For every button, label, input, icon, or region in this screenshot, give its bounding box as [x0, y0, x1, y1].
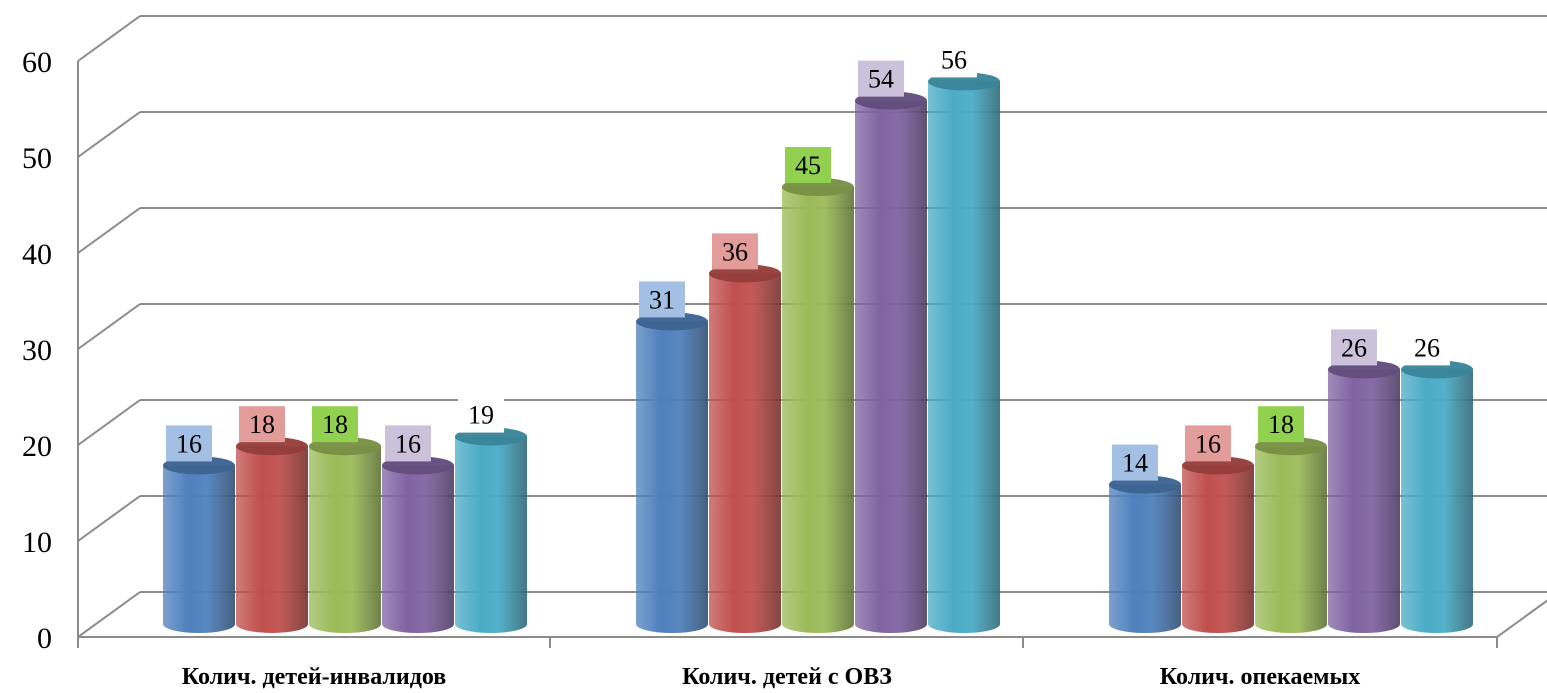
x-axis-categories: Колич. детей-инвалидов Колич. детей с ОВЗ… — [182, 664, 1360, 690]
svg-text:16: 16 — [1195, 429, 1221, 458]
data-label: 36 — [712, 233, 758, 270]
data-label: 31 — [639, 281, 685, 318]
svg-text:16: 16 — [176, 429, 202, 458]
bar — [309, 437, 381, 633]
svg-text:18: 18 — [249, 410, 275, 439]
bar — [455, 427, 527, 633]
data-label: 18 — [1258, 406, 1304, 443]
bar — [1182, 456, 1254, 633]
bar — [163, 456, 235, 633]
x-category-label: Колич. опекаемых — [1160, 664, 1360, 690]
bar — [382, 456, 454, 633]
data-label: 56 — [931, 41, 977, 78]
data-label: 18 — [312, 406, 358, 443]
svg-text:36: 36 — [722, 237, 748, 266]
svg-text:56: 56 — [941, 45, 967, 74]
bar — [636, 312, 708, 633]
y-tick-label: 40 — [22, 238, 52, 271]
gridline-diagonal — [77, 15, 141, 62]
svg-text:31: 31 — [649, 285, 675, 314]
data-label: 14 — [1112, 444, 1158, 481]
y-tick-label: 60 — [22, 46, 52, 79]
data-label: 19 — [458, 396, 504, 433]
y-tick-label: 50 — [22, 142, 52, 175]
gridline-diagonal — [77, 207, 141, 254]
data-label: 18 — [239, 406, 285, 443]
bar — [928, 72, 1000, 633]
svg-text:16: 16 — [395, 429, 421, 458]
y-tick-label: 10 — [22, 526, 52, 559]
gridline-diagonal — [77, 303, 141, 350]
data-label: 16 — [1185, 425, 1231, 462]
y-tick-label: 20 — [22, 430, 52, 463]
svg-text:45: 45 — [795, 151, 821, 180]
svg-text:18: 18 — [1268, 410, 1294, 439]
data-label: 54 — [858, 60, 904, 97]
bar — [1401, 360, 1473, 633]
svg-text:26: 26 — [1414, 333, 1440, 362]
bar — [236, 437, 308, 633]
bar — [1255, 437, 1327, 633]
floor-edge — [1496, 599, 1547, 638]
data-label: 26 — [1331, 329, 1377, 366]
svg-text:26: 26 — [1341, 333, 1367, 362]
x-category-label: Колич. детей с ОВЗ — [682, 664, 892, 690]
gridline-diagonal — [77, 495, 141, 542]
svg-text:54: 54 — [868, 65, 894, 94]
y-tick-label: 0 — [37, 622, 52, 655]
data-labels: 16 18 18 16 19 31 36 45 54 56 14 16 18 26 26 — [166, 41, 1450, 481]
y-axis-ticks: 0 10 20 30 40 50 60 — [22, 46, 52, 655]
data-label: 45 — [785, 147, 831, 183]
x-category-label: Колич. детей-инвалидов — [182, 664, 446, 690]
data-label: 16 — [166, 425, 212, 462]
gridline-diagonal — [77, 399, 141, 446]
data-label: 16 — [385, 425, 431, 462]
data-label: 26 — [1404, 329, 1450, 366]
svg-text:19: 19 — [468, 401, 494, 430]
bar — [855, 91, 927, 634]
y-tick-label: 30 — [22, 334, 52, 367]
bar — [1109, 475, 1181, 633]
svg-text:14: 14 — [1122, 449, 1148, 478]
gridline-diagonal — [77, 111, 141, 158]
bar — [1328, 360, 1400, 633]
gridline-diagonal — [77, 591, 141, 638]
bar — [709, 264, 781, 633]
bar — [782, 178, 854, 633]
chart-bars — [163, 72, 1473, 634]
svg-text:18: 18 — [322, 410, 348, 439]
